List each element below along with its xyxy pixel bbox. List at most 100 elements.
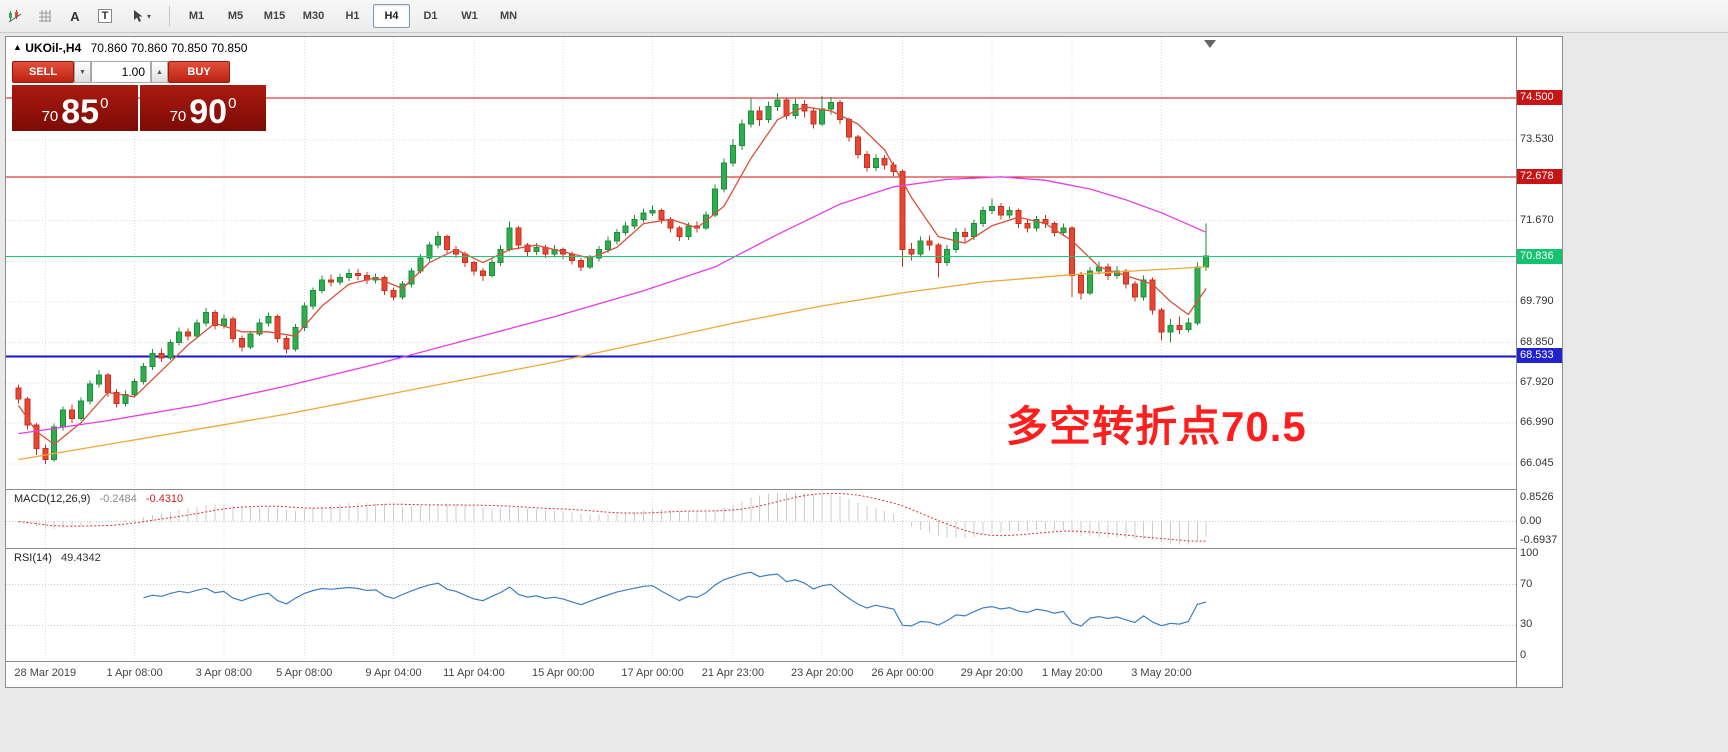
candle-body — [1194, 266, 1201, 324]
chart-window: ▲ UKOil-,H4 70.860 70.860 70.850 70.850 … — [5, 36, 1563, 688]
candle-body — [1104, 266, 1111, 277]
volume-increase-button[interactable]: ▲ — [151, 61, 168, 83]
collapse-arrow-icon[interactable]: ▲ — [13, 42, 22, 52]
candle-body — [515, 227, 522, 246]
chart-shift-marker[interactable] — [1204, 40, 1216, 48]
candle-body — [131, 381, 138, 396]
candle-body — [176, 331, 183, 344]
candle-body — [1087, 270, 1094, 294]
time-label-3: 5 Apr 08:00 — [276, 667, 333, 679]
indicators-icon-glyph — [8, 10, 22, 23]
candle-body — [1024, 223, 1031, 229]
candle-body — [872, 158, 879, 168]
candle-body — [738, 123, 745, 147]
candle-body — [533, 246, 540, 253]
tf-button-D1[interactable]: D1 — [423, 10, 438, 22]
candle-body — [944, 249, 951, 264]
candle-body — [899, 171, 906, 251]
candle-body — [506, 227, 513, 251]
candle-body — [765, 106, 772, 121]
text-label-icon[interactable]: A — [61, 4, 89, 28]
grid-icon[interactable] — [31, 4, 59, 28]
macd-signal-value: -0.4310 — [145, 493, 184, 505]
candle-body — [828, 101, 835, 110]
chart-title: ▲ UKOil-,H4 70.860 70.860 70.850 70.850 — [13, 41, 247, 55]
candle-body — [194, 322, 201, 337]
candle-body — [301, 305, 308, 329]
rsi-label: RSI(14) 49.4342 — [14, 552, 101, 564]
chart-plot-area[interactable]: ▲ UKOil-,H4 70.860 70.860 70.850 70.850 … — [6, 37, 1516, 687]
text-box-icon[interactable]: T — [91, 4, 119, 28]
ohlc-values: 70.860 70.860 70.850 70.850 — [90, 41, 248, 55]
bid-pip-digit: 0 — [100, 95, 109, 112]
candle-body — [86, 383, 93, 402]
time-label-8: 21 Apr 23:00 — [701, 667, 765, 679]
rsi-line — [143, 571, 1207, 627]
candle-body — [167, 342, 174, 359]
ma-slow-orange — [18, 266, 1207, 461]
candle-body — [1140, 279, 1147, 298]
tf-button-H1[interactable]: H1 — [345, 10, 360, 22]
time-label-9: 23 Apr 20:00 — [790, 667, 854, 679]
rsi-value: 49.4342 — [60, 552, 101, 564]
candle-body — [1078, 275, 1085, 294]
tf-button-M1[interactable]: M1 — [188, 10, 205, 22]
tf-button-W1[interactable]: W1 — [461, 10, 478, 22]
indicators-icon[interactable] — [1, 4, 29, 28]
candle-body — [24, 398, 31, 426]
macd-signal-line — [18, 492, 1207, 542]
time-label-12: 1 May 20:00 — [1041, 667, 1103, 679]
candle-body — [140, 365, 147, 383]
candle-body — [274, 316, 281, 339]
bid-price-display[interactable]: 70 85 0 — [12, 85, 138, 131]
cursor-tool-button[interactable]: ▾ — [121, 4, 161, 28]
candle-body — [587, 257, 594, 268]
candle-body — [399, 283, 406, 298]
tf-button-MN[interactable]: MN — [499, 10, 518, 22]
sell-button[interactable]: SELL — [12, 61, 74, 83]
ask-price-display[interactable]: 70 90 0 — [140, 85, 266, 131]
candle-body — [1131, 283, 1138, 298]
tf-button-H4[interactable]: H4 — [373, 4, 410, 28]
candle-body — [247, 333, 254, 348]
rsi-tick-100: 100 — [1520, 547, 1539, 559]
tf-button-M15[interactable]: M15 — [263, 10, 286, 22]
price-tick-68.850: 68.850 — [1520, 335, 1554, 348]
candle-body — [881, 158, 888, 166]
volume-decrease-button[interactable]: ▼ — [74, 61, 91, 83]
tf-button-M5[interactable]: M5 — [227, 10, 244, 22]
candle-body — [908, 249, 915, 255]
rsi-name: RSI(14) — [14, 552, 52, 564]
candle-body — [336, 277, 343, 283]
price-tick-73.530: 73.530 — [1520, 133, 1554, 146]
tf-button-M30[interactable]: M30 — [302, 10, 325, 22]
price-tick-69.790: 69.790 — [1520, 294, 1554, 307]
candle-body — [1033, 218, 1040, 229]
cursor-icon — [133, 10, 143, 22]
price-axis[interactable]: 73.53071.67070.72569.79068.85067.92066.9… — [1516, 37, 1562, 687]
candle-body — [149, 352, 156, 367]
candle-body — [497, 249, 504, 264]
price-tag-72.678: 72.678 — [1517, 168, 1562, 184]
rsi-tick-70: 70 — [1520, 577, 1533, 590]
candle-body — [819, 108, 826, 125]
trade-controls-row: SELL ▼ ▲ BUY — [12, 61, 266, 83]
candle-body — [917, 240, 924, 255]
candle-body — [220, 318, 227, 326]
candle-body — [613, 231, 620, 242]
buy-button[interactable]: BUY — [168, 61, 230, 83]
candle-body — [95, 374, 102, 385]
time-label-1: 1 Apr 08:00 — [106, 667, 163, 679]
candle-body — [444, 236, 451, 251]
candle-body — [524, 244, 531, 253]
rsi-tick-30: 30 — [1520, 618, 1533, 631]
candle-body — [783, 99, 790, 116]
macd-tick--0.6937: -0.6937 — [1520, 534, 1558, 546]
ask-big-digits: 90 — [189, 93, 228, 131]
volume-input[interactable] — [91, 61, 151, 83]
chart-annotation-text: 多空转折点70.5 — [1006, 403, 1307, 450]
grid-icon-glyph — [39, 10, 51, 22]
macd-name: MACD(12,26,9) — [14, 493, 91, 505]
chart-canvas[interactable] — [6, 37, 1516, 687]
rsi-tick-0: 0 — [1520, 649, 1527, 661]
